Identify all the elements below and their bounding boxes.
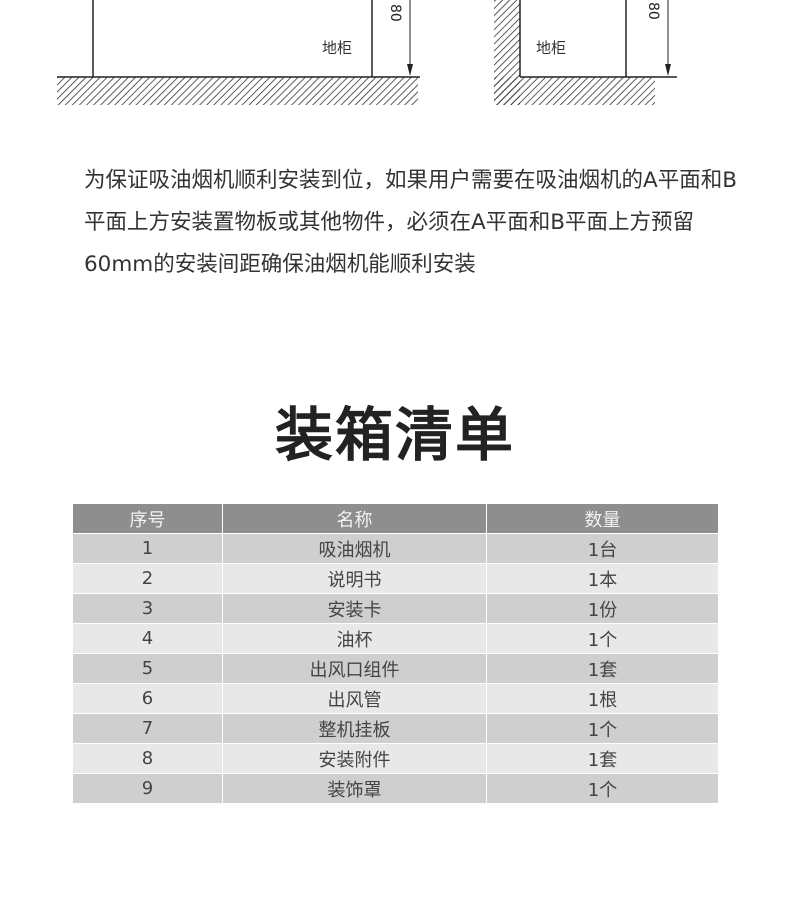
floor-hatch-left (57, 77, 418, 105)
cell-index: 5 (72, 653, 223, 684)
cell-index: 7 (72, 713, 223, 744)
cell-quantity: 1个 (486, 773, 719, 804)
arrow-head-icon (407, 64, 413, 76)
cell-index: 2 (72, 563, 223, 594)
cabinet-label: 地柜 (536, 39, 566, 57)
cell-index: 8 (72, 743, 223, 774)
cell-name: 说明书 (222, 563, 487, 594)
cell-name: 安装附件 (222, 743, 487, 774)
cell-name: 安装卡 (222, 593, 487, 624)
cell-quantity: 1套 (486, 743, 719, 774)
dimension-label: 80 (387, 4, 403, 22)
cell-quantity: 1个 (486, 623, 719, 654)
packing-list-table: 序号 名称 数量 1 吸油烟机 1台 2 说明书 1本 3 安装卡 1份 4 油杯 1个 5 出风口组件 1… (72, 503, 719, 804)
table-header: 序号 名称 数量 (72, 503, 719, 534)
cell-quantity: 1份 (486, 593, 719, 624)
cell-name: 油杯 (222, 623, 487, 654)
cell-quantity: 1个 (486, 713, 719, 744)
header-index: 序号 (72, 503, 223, 534)
installation-diagram: 80 地柜 80 地柜 (57, 0, 677, 105)
cell-name: 出风管 (222, 683, 487, 714)
cell-quantity: 1本 (486, 563, 719, 594)
cell-name: 装饰罩 (222, 773, 487, 804)
cell-quantity: 1台 (486, 533, 719, 564)
table-row: 9 装饰罩 1个 (72, 773, 719, 804)
cell-index: 1 (72, 533, 223, 564)
dimension-label: 80 (645, 2, 661, 20)
table-row: 6 出风管 1根 (72, 683, 719, 714)
cabinet-label: 地柜 (322, 39, 352, 57)
cell-index: 9 (72, 773, 223, 804)
installation-note: 为保证吸油烟机顺利安装到位，如果用户需要在吸油烟机的A平面和B平面上方安装置物板… (84, 168, 737, 277)
table-row: 2 说明书 1本 (72, 563, 719, 594)
floor-hatch-right (494, 77, 655, 105)
table-body: 1 吸油烟机 1台 2 说明书 1本 3 安装卡 1份 4 油杯 1个 5 出风口组件 1套 6 出风管 1根 7 整… (72, 533, 719, 804)
table-row: 3 安装卡 1份 (72, 593, 719, 624)
header-quantity: 数量 (486, 503, 719, 534)
cell-name: 出风口组件 (222, 653, 487, 684)
table-row: 5 出风口组件 1套 (72, 653, 719, 684)
table-row: 8 安装附件 1套 (72, 743, 719, 774)
page-title: 装箱清单 (274, 401, 515, 469)
header-name: 名称 (222, 503, 487, 534)
cell-index: 4 (72, 623, 223, 654)
table-row: 4 油杯 1个 (72, 623, 719, 654)
arrow-head-icon (665, 64, 671, 76)
cell-index: 3 (72, 593, 223, 624)
table-row: 1 吸油烟机 1台 (72, 533, 719, 564)
cell-quantity: 1套 (486, 653, 719, 684)
cell-index: 6 (72, 683, 223, 714)
cell-name: 整机挂板 (222, 713, 487, 744)
cell-name: 吸油烟机 (222, 533, 487, 564)
table-row: 7 整机挂板 1个 (72, 713, 719, 744)
cell-quantity: 1根 (486, 683, 719, 714)
